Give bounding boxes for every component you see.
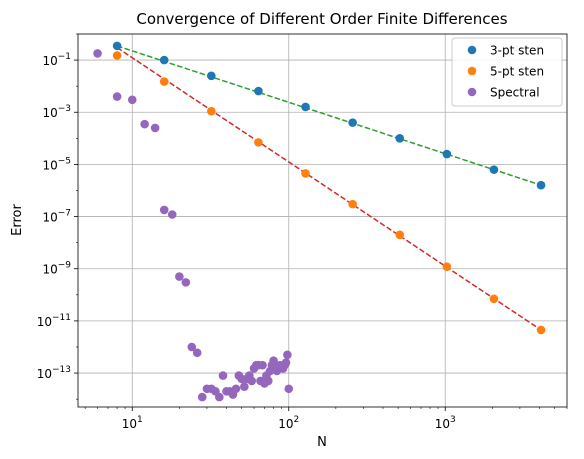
point-5-pt-sten [159,77,169,86]
point-3-pt-sten [395,134,405,143]
point-spectral [197,392,207,402]
point-3-pt-sten [254,86,263,96]
y-tick-label: 10−9 [42,261,71,277]
y-axis-ticks: 10−1 10−3 10−5 10−7 10−9 10−11 10−13 [37,52,78,381]
point-spectral [284,384,294,394]
point-5-pt-sten [207,106,216,116]
y-tick-label: 10−1 [42,52,71,68]
point-spectral [240,382,249,392]
x-tick-label: 102 [278,415,299,431]
point-3-pt-sten [301,102,310,112]
point-spectral [150,123,160,133]
legend: 3-pt sten 5-pt sten Spectral [451,37,563,107]
y-tick-label: 10−3 [42,104,71,120]
point-5-pt-sten [112,51,122,60]
point-spectral [187,342,197,352]
point-spectral [258,360,267,370]
x-axis-label: N [317,435,327,450]
legend-marker-spectral [467,87,477,97]
point-5-pt-sten [301,169,310,178]
fit-line-1 [116,45,542,186]
point-spectral [247,376,257,386]
point-3-pt-sten [207,71,216,81]
point-5-pt-sten [254,138,263,147]
point-spectral [269,356,278,365]
legend-label-5-pt-sten: 5-pt sten [490,65,544,79]
point-spectral [231,384,241,394]
point-spectral [159,205,169,215]
point-spectral [127,95,137,105]
point-5-pt-sten [536,325,546,335]
fit-line-2 [116,47,542,331]
point-spectral [167,210,177,219]
point-5-pt-sten [348,199,357,209]
y-tick-label: 10−5 [42,156,71,172]
legend-box [451,37,563,107]
grid-lines [78,34,567,407]
fit-lines [116,45,542,331]
legend-marker-3-pt-sten [467,45,477,55]
point-spectral [218,371,228,380]
point-3-pt-sten [348,118,357,127]
y-tick-label: 10−13 [37,365,71,381]
plot-frame [77,33,568,408]
point-spectral [181,278,191,287]
legend-marker-5-pt-sten [467,66,477,76]
data-points [93,41,546,402]
point-3-pt-sten [442,149,452,159]
y-axis-label: Error [10,204,25,236]
point-3-pt-sten [159,55,169,65]
point-3-pt-sten [536,180,546,190]
point-5-pt-sten [489,294,499,304]
point-spectral [283,350,292,360]
legend-label-3-pt-sten: 3-pt sten [490,44,544,58]
point-spectral [140,119,149,129]
point-spectral [112,92,122,101]
point-spectral [281,358,291,367]
point-5-pt-sten [395,230,405,240]
point-5-pt-sten [442,262,452,271]
point-spectral [263,376,273,386]
chart-title: Convergence of Different Order Finite Di… [136,10,507,28]
point-spectral [93,49,102,58]
point-spectral [215,392,224,402]
point-3-pt-sten [489,165,499,174]
x-tick-label: 103 [435,415,456,431]
point-spectral [175,272,184,281]
point-spectral [192,348,202,358]
legend-label-spectral: Spectral [490,86,540,100]
x-tick-label: 101 [122,415,143,431]
x-axis-ticks: 101 102 103 [122,407,456,431]
y-tick-label: 10−7 [42,209,71,225]
y-tick-label: 10−11 [37,313,71,329]
point-3-pt-sten [112,41,122,51]
